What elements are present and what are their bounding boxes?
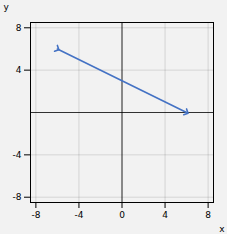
- svg-text:8: 8: [16, 23, 22, 33]
- svg-text:4: 4: [16, 65, 22, 75]
- svg-text:0: 0: [119, 210, 125, 220]
- svg-text:4: 4: [162, 210, 168, 220]
- svg-text:-4: -4: [74, 210, 83, 220]
- svg-text:8: 8: [205, 210, 211, 220]
- svg-text:x: x: [219, 224, 225, 234]
- svg-text:-4: -4: [13, 150, 22, 160]
- svg-text:-8: -8: [31, 210, 40, 220]
- svg-text:y: y: [4, 2, 10, 12]
- svg-text:-8: -8: [13, 192, 22, 202]
